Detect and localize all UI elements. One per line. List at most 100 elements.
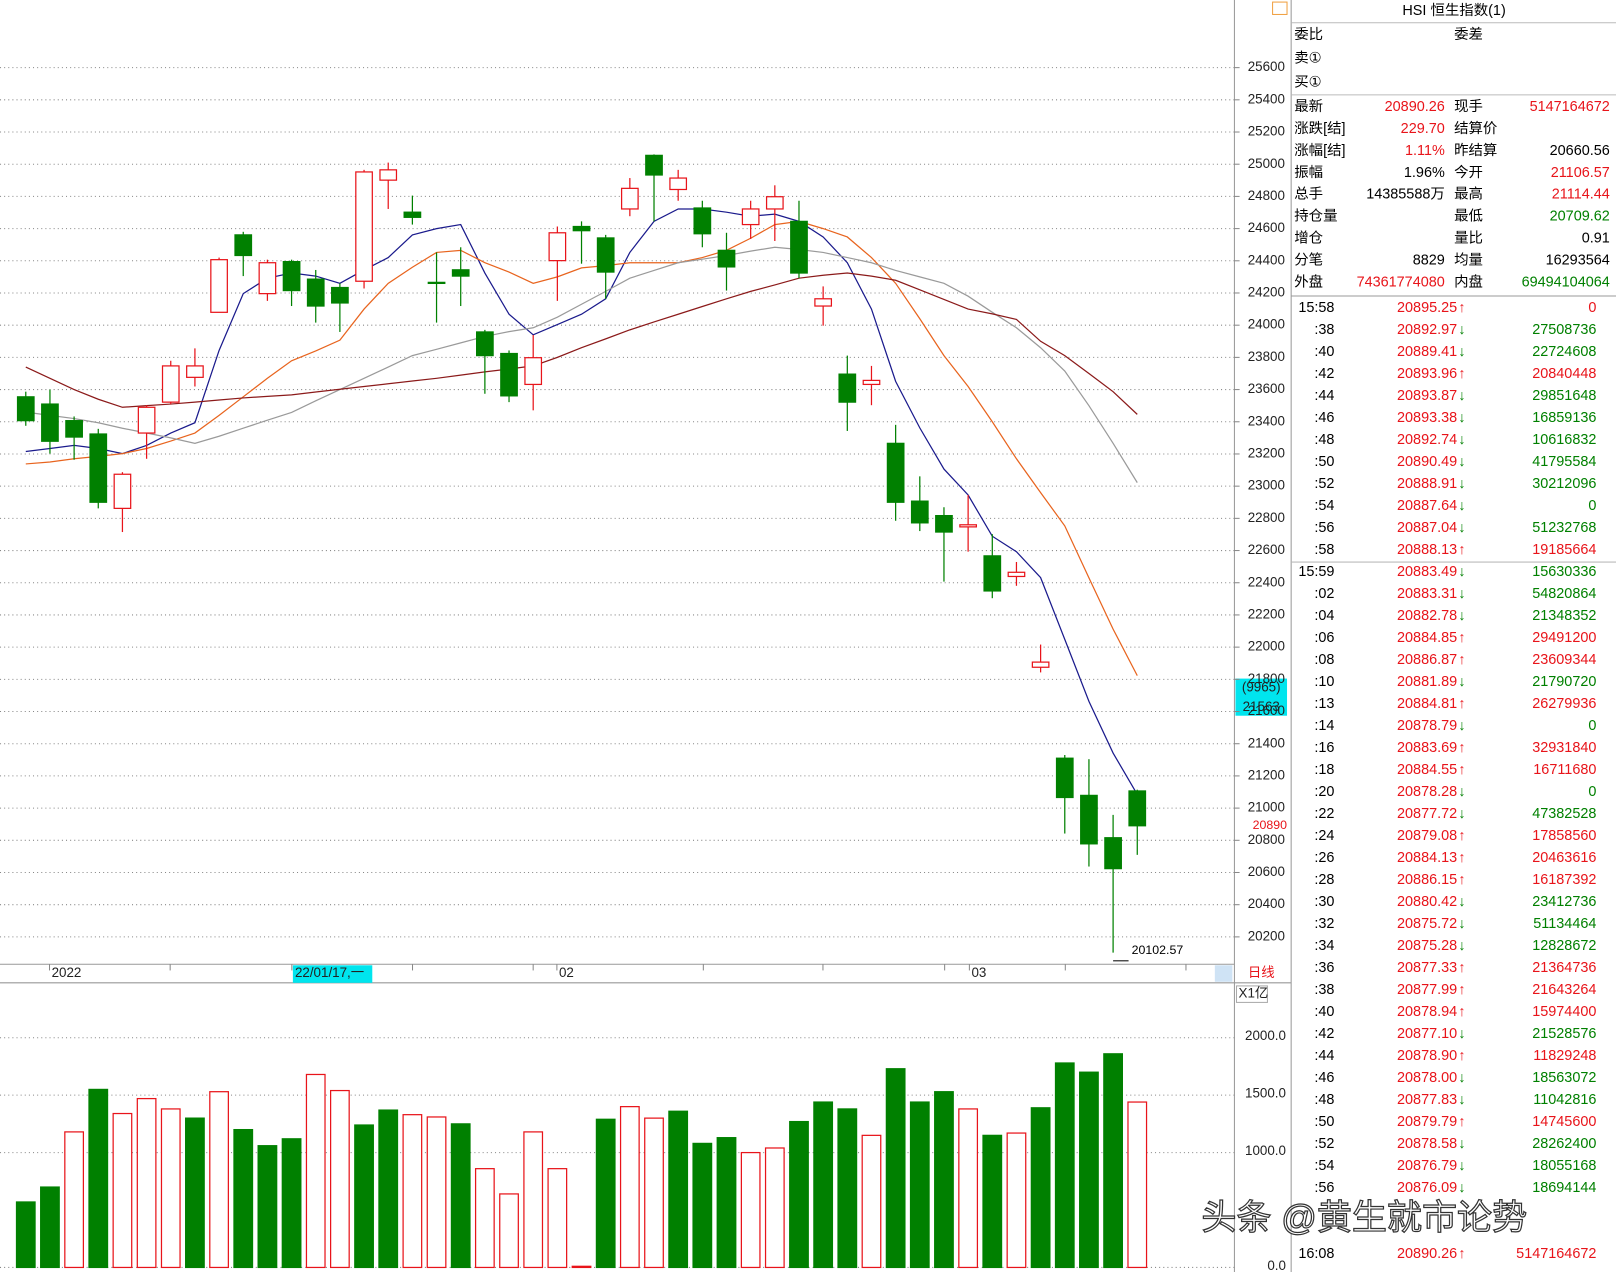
tick-arrow: ↓ (1458, 1070, 1465, 1086)
cursor-price: 21563 (1243, 699, 1280, 714)
tick-time: :24 (1314, 828, 1334, 844)
tick-volume: 15630336 (1532, 564, 1596, 580)
tick-price: 20883.49 (1397, 564, 1457, 580)
tick-time: :54 (1314, 1158, 1334, 1174)
tick-price: 20878.79 (1397, 718, 1457, 734)
candle-body (41, 403, 59, 442)
candle-body (451, 269, 470, 277)
candle-body (403, 211, 422, 218)
y-tick-label: 22000 (1248, 639, 1285, 654)
tick-arrow: ↑ (1458, 1114, 1465, 1130)
tick-arrow: ↓ (1458, 498, 1465, 514)
y-tick-label: 24400 (1248, 252, 1285, 267)
tick-volume: 47382528 (1532, 806, 1596, 822)
tick-arrow: ↓ (1458, 476, 1465, 492)
tick-volume: 30212096 (1532, 476, 1596, 492)
quote-value: 0.91 (1582, 231, 1610, 247)
tick-price: 20877.10 (1397, 1026, 1457, 1042)
volume-bar (88, 1088, 109, 1269)
tick-arrow: ↑ (1458, 740, 1465, 756)
volume-bar (1127, 1101, 1148, 1269)
tick-time: :58 (1314, 542, 1334, 558)
candle-body (596, 237, 615, 273)
tick-time: :34 (1314, 938, 1334, 954)
y-tick-label: 25400 (1248, 91, 1285, 106)
tick-volume: 17858560 (1532, 828, 1596, 844)
y-tick-label: 25600 (1248, 59, 1285, 74)
y-tick-label: 20600 (1248, 864, 1285, 879)
tick-price: 20877.72 (1397, 806, 1457, 822)
candle-body (935, 514, 953, 533)
tick-price: 20895.25 (1397, 300, 1457, 316)
tick-time: :22 (1314, 806, 1334, 822)
candle-body (16, 396, 35, 422)
tick-price: 20877.83 (1397, 1092, 1457, 1108)
candle-body (910, 500, 929, 524)
tick-price: 20892.97 (1397, 322, 1457, 338)
volume-bar (136, 1097, 157, 1269)
tick-price: 20893.96 (1397, 366, 1457, 382)
time-label: 2022 (52, 965, 82, 980)
candle-body (790, 220, 808, 274)
tick-volume: 21528576 (1532, 1026, 1596, 1042)
tick-price: 20876.79 (1397, 1158, 1457, 1174)
time-label: 22/01/17,一 (295, 965, 364, 980)
y-tick-label: 23600 (1248, 381, 1285, 396)
volume-bar (329, 1089, 350, 1269)
tick-volume: 22724608 (1532, 344, 1596, 360)
tick-time: :44 (1314, 388, 1334, 404)
candle-body (137, 406, 156, 434)
tick-time: :13 (1314, 696, 1334, 712)
tick-volume: 18055168 (1532, 1158, 1596, 1174)
tick-price: 20889.41 (1397, 344, 1457, 360)
tick-volume: 16187392 (1532, 872, 1596, 888)
time-label: 02 (559, 965, 574, 980)
y-tick-label: 22600 (1248, 542, 1285, 557)
tick-time: :28 (1314, 872, 1334, 888)
candle-body (500, 352, 518, 397)
tick-arrow: ↑ (1458, 1004, 1465, 1020)
window-icon[interactable] (1272, 1, 1288, 15)
tick-arrow: ↓ (1458, 1180, 1465, 1196)
tick-time: :18 (1314, 762, 1334, 778)
volume-bar (15, 1201, 36, 1269)
tick-volume: 0 (1588, 784, 1596, 800)
candle-body (524, 357, 543, 386)
volume-bar (426, 1116, 447, 1269)
candle-body (1055, 757, 1074, 799)
tick-volume: 5147164672 (1516, 1246, 1596, 1262)
tick-time: :04 (1314, 608, 1334, 624)
tick-price: 20878.90 (1397, 1048, 1457, 1064)
volume-bar (837, 1108, 858, 1269)
candle-body (258, 262, 277, 295)
volume-bar (450, 1123, 471, 1269)
tick-time: :32 (1314, 916, 1334, 932)
candle-body (983, 555, 1002, 592)
volume-bar (1006, 1132, 1027, 1269)
tick-price: 20879.79 (1397, 1114, 1457, 1130)
tick-price: 20883.31 (1397, 586, 1457, 602)
tick-time: :40 (1314, 1004, 1334, 1020)
volume-bar (909, 1101, 930, 1269)
quote-label: 涨幅[结] (1294, 142, 1345, 159)
tick-time: :06 (1314, 630, 1334, 646)
y-tick-label: 21800 (1248, 671, 1285, 686)
price-marker: 20890 (1253, 818, 1287, 832)
candle-body (645, 154, 663, 176)
volume-bar (813, 1101, 834, 1269)
quote-label: 量比 (1454, 230, 1483, 247)
volume-bar (716, 1137, 737, 1269)
scroll-box[interactable] (1214, 965, 1233, 982)
tick-time: :56 (1314, 520, 1334, 536)
quote-value: 5147164672 (1530, 99, 1610, 115)
tick-arrow: ↓ (1458, 388, 1465, 404)
quote-label: 最低 (1454, 208, 1483, 225)
candle-body (306, 278, 325, 307)
quote-value: 21106.57 (1551, 165, 1610, 181)
volume-tick-label: 1500.0 (1245, 1086, 1286, 1101)
tick-price: 20878.94 (1397, 1004, 1457, 1020)
tick-time: :52 (1314, 476, 1334, 492)
tick-time: :42 (1314, 1026, 1334, 1042)
y-tick-label: 23400 (1248, 413, 1285, 428)
